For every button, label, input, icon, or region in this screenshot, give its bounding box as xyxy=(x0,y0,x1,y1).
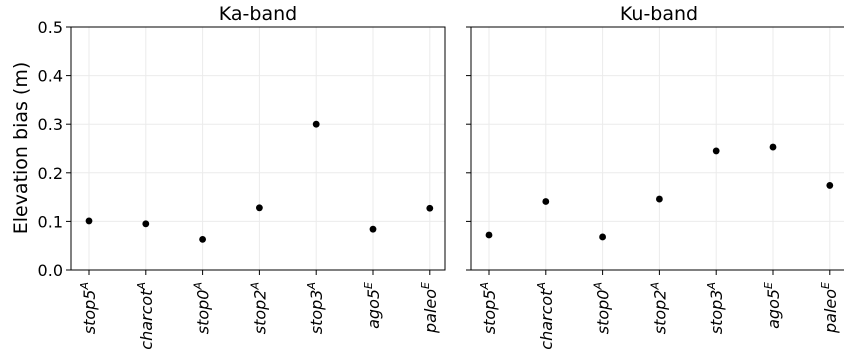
panel-title-ku-band: Ku-band xyxy=(620,3,698,25)
x-tick-label: stop5A xyxy=(478,282,499,334)
y-tick-label: 0.2 xyxy=(38,164,63,183)
plot-frame-ka-band xyxy=(70,26,446,271)
x-tick-label: stop5A xyxy=(78,282,99,334)
x-tick-label: charcotA xyxy=(135,282,156,350)
y-tick-label: 0.3 xyxy=(38,115,63,134)
panel-ka-band: Ka-band 0.0 0.1 0.2 0.3 0.4 0.5 stop5A charcotA… xyxy=(38,3,446,350)
data-point-ka-band-paleo xyxy=(426,204,434,212)
data-point-ku-band-paleo xyxy=(826,182,834,189)
data-point-ku-band-stop0 xyxy=(599,233,606,241)
x-tick-label: ago5E xyxy=(762,282,783,329)
y-axis-label: Elevation bias (m) xyxy=(10,62,32,235)
x-tick-label: stop2A xyxy=(248,282,269,334)
y-tick-label: 0.0 xyxy=(38,261,63,280)
data-point-ka-band-stop5 xyxy=(85,217,93,225)
y-tick-label: 0.1 xyxy=(38,212,63,231)
data-point-ka-band-ago5 xyxy=(369,225,377,233)
data-point-ka-band-stop3 xyxy=(312,120,320,128)
data-point-ka-band-stop2 xyxy=(256,204,263,212)
y-tick-label: 0.4 xyxy=(38,67,63,86)
x-tick-label: stop0A xyxy=(592,282,613,334)
data-point-ku-band-charcot xyxy=(542,198,550,205)
x-tick-label: charcotA xyxy=(535,282,556,350)
data-point-ku-band-ago5 xyxy=(769,143,777,151)
data-point-ku-band-stop3 xyxy=(712,147,720,155)
x-tick-label: ago5E xyxy=(362,282,383,329)
data-point-ka-band-charcot xyxy=(142,220,150,228)
panel-ku-band: Ku-band stop5A charcotA stop0A stop2A stop3A… xyxy=(466,3,844,350)
x-tick-label: stop3A xyxy=(305,282,326,334)
x-tick-label: paleoE xyxy=(819,282,840,334)
x-tick-label: stop0A xyxy=(192,282,213,334)
data-point-ku-band-stop2 xyxy=(656,195,663,203)
y-tick-label: 0.5 xyxy=(38,18,63,37)
data-point-ku-band-stop5 xyxy=(485,231,493,239)
plot-frame-ku-band xyxy=(470,26,844,271)
data-point-ka-band-stop0 xyxy=(199,235,207,243)
panel-title-ka-band: Ka-band xyxy=(219,3,297,25)
x-tick-label: stop3A xyxy=(705,282,726,334)
x-tick-label: stop2A xyxy=(648,282,669,334)
x-tick-label: paleoE xyxy=(419,282,440,334)
